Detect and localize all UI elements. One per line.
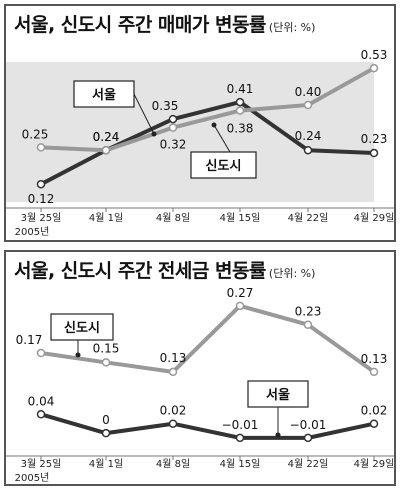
series-name-label: 신도시: [206, 159, 242, 174]
data-point: [36, 179, 46, 189]
callout-dot: [75, 352, 81, 358]
series-line-0: [40, 100, 375, 186]
series-name-box: [50, 313, 114, 341]
data-label: 0.02: [160, 404, 187, 418]
data-point: [101, 145, 111, 155]
data-label: 0.23: [361, 132, 388, 146]
data-label: 0.23: [295, 305, 322, 319]
data-point: [369, 148, 379, 158]
year-label: 2005년: [15, 472, 50, 484]
data-label: −0.01: [290, 418, 327, 432]
chart-title: 서울, 신도시 주간 전세금 변동률 (단위: %): [14, 260, 316, 282]
x-tick-label: 4월 22일: [288, 458, 329, 470]
data-point: [303, 320, 313, 329]
data-point: [101, 358, 111, 367]
year-label: 2005년: [15, 226, 50, 238]
x-tick-label: 4월 8일: [156, 458, 190, 470]
data-point: [168, 114, 178, 124]
chart-title: 서울, 신도시 주간 매매가 변동률 (단위: %): [14, 14, 316, 36]
data-label: 0.24: [93, 130, 120, 144]
data-point: [235, 433, 245, 443]
data-point: [168, 123, 178, 132]
x-tick-label: 3월 25일: [21, 458, 62, 470]
x-tick-label: 4월 1일: [89, 458, 123, 470]
data-label: 0.04: [28, 394, 55, 408]
series-name-box: [73, 80, 135, 108]
callout-leader: [213, 124, 231, 153]
data-label: 0: [102, 413, 110, 427]
unit-label: (단위: %): [268, 21, 316, 34]
data-label: 0.27: [227, 286, 254, 300]
series-line-0: [40, 412, 375, 440]
data-label: 0.12: [28, 192, 55, 206]
data-label: 0.13: [361, 352, 388, 366]
data-point: [168, 367, 178, 377]
series-name-label: 서울: [266, 387, 290, 403]
data-point: [369, 367, 379, 377]
x-tick-label: 4월 8일: [156, 212, 190, 224]
sale-price-chart-panel: 서울, 신도시 주간 매매가 변동률 (단위: %) 3월 25일 4월 1일 4월 …: [4, 4, 396, 242]
data-label: 0.38: [227, 122, 254, 136]
data-point: [36, 410, 46, 419]
data-point: [303, 100, 313, 110]
x-tick-label: 4월 1일: [89, 212, 123, 224]
x-tick-label: 4월 29일: [354, 458, 394, 470]
jeonse-line-chart: 3월 25일 4월 1일 4월 8일 4월 15일 4월 22일 4월 29일 2005년 0…: [6, 286, 394, 484]
data-point: [303, 433, 313, 443]
series-name-box: [247, 380, 309, 408]
x-tick-label: 4월 29일: [354, 212, 394, 224]
data-label: 0.35: [152, 99, 179, 113]
data-label: 0.53: [361, 48, 388, 62]
data-point: [369, 419, 379, 428]
callout-dot: [151, 131, 157, 137]
callout-leader: [133, 93, 155, 135]
sale-price-line-chart: 3월 25일 4월 1일 4월 8일 4월 15일 4월 22일 4월 29일 2005년 0…: [6, 48, 394, 238]
callout-dot: [211, 122, 217, 128]
data-label: 0.24: [93, 130, 120, 144]
background-band: [6, 62, 374, 202]
data-label: 0.40: [295, 85, 322, 99]
x-tick-label: 4월 22일: [288, 212, 329, 224]
series-name-label: 서울: [92, 87, 116, 103]
jeonse-chart-panel: 서울, 신도시 주간 전세금 변동률 (단위: %) 3월 25일 4월 1일 4월 …: [4, 250, 396, 486]
data-label: 0.24: [295, 129, 322, 143]
data-label: 0.25: [22, 127, 49, 141]
series-line-1: [40, 303, 376, 374]
data-label: 0.15: [93, 341, 120, 355]
data-label: 0.17: [16, 333, 43, 347]
data-label: 0.32: [160, 138, 187, 152]
data-point: [303, 145, 313, 155]
data-point: [369, 63, 379, 73]
series-name-box: [190, 151, 257, 179]
series-line-1: [40, 66, 375, 153]
data-point: [168, 419, 178, 428]
data-label: 0.02: [361, 404, 388, 418]
data-point: [36, 143, 46, 152]
callout-dot: [275, 432, 281, 438]
series-name-label: 신도시: [64, 321, 100, 336]
x-tick-label: 4월 15일: [220, 212, 261, 224]
data-point: [235, 97, 245, 107]
data-point: [101, 428, 111, 438]
data-point: [235, 106, 245, 115]
data-label: 0.41: [227, 82, 254, 96]
x-tick-label: 3월 25일: [21, 212, 62, 224]
data-label: 0.13: [160, 351, 187, 365]
data-label: −0.01: [222, 418, 259, 432]
unit-label: (단위: %): [268, 267, 316, 280]
x-tick-label: 4월 15일: [220, 458, 261, 470]
data-point: [36, 348, 46, 358]
data-point: [235, 301, 245, 311]
